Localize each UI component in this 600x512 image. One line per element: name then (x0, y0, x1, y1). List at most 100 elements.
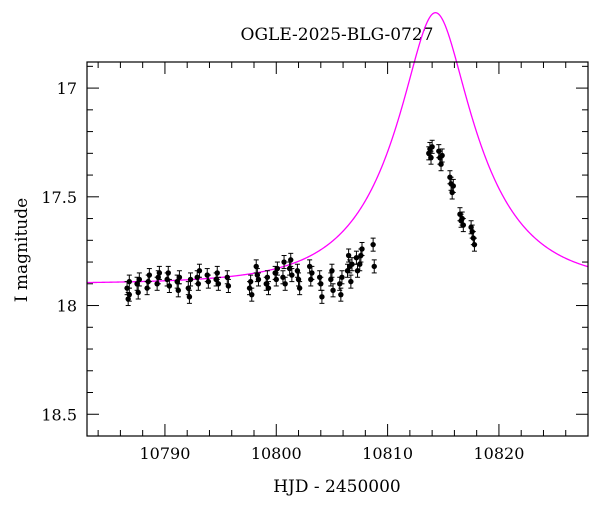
data-point (338, 291, 344, 298)
data-point (135, 289, 141, 296)
data-point (145, 278, 151, 285)
data-point (436, 148, 442, 154)
model-curve (86, 12, 589, 284)
data-point (146, 272, 153, 278)
data-points (124, 144, 478, 302)
data-point (144, 285, 150, 291)
data-point (349, 261, 355, 267)
data-point (263, 281, 269, 287)
data-point (134, 281, 140, 287)
data-point (125, 296, 131, 302)
data-point (447, 174, 453, 180)
data-point (348, 278, 354, 285)
data-point (205, 278, 212, 285)
data-point (274, 265, 281, 272)
data-point (255, 276, 262, 283)
y-tick-label: 18.5 (41, 405, 77, 424)
axis-tick-labels: 10790 10800 10810 10820 17 17.5 18 18.5 (41, 79, 524, 463)
data-point (344, 268, 351, 274)
data-point (265, 285, 272, 291)
data-point (204, 272, 210, 278)
data-point (194, 274, 200, 280)
data-point (359, 246, 365, 252)
data-point (459, 215, 465, 222)
data-point (457, 211, 463, 217)
data-point (224, 274, 230, 280)
data-point (164, 276, 170, 283)
y-axis-label: I magnitude (12, 198, 32, 302)
data-point (175, 287, 181, 294)
data-point (308, 276, 314, 283)
data-point (225, 283, 232, 289)
data-point (319, 294, 325, 300)
x-tick-label: 10810 (362, 444, 413, 463)
x-tick-label: 10790 (139, 444, 190, 463)
data-point (328, 276, 334, 283)
data-point (124, 285, 130, 291)
data-point (429, 144, 435, 150)
data-point (428, 154, 434, 161)
data-point (213, 276, 219, 283)
data-point (295, 276, 302, 283)
data-point (154, 281, 160, 287)
data-point (185, 285, 192, 291)
data-point (196, 268, 203, 274)
plot-frame (86, 61, 589, 437)
data-point (280, 274, 286, 280)
y-tick-label: 17.5 (41, 188, 77, 207)
data-point (186, 294, 193, 300)
data-point (357, 261, 363, 267)
data-point (215, 281, 222, 287)
data-point (439, 152, 445, 159)
data-point (339, 274, 345, 280)
data-point (330, 287, 336, 294)
data-point (281, 259, 287, 265)
data-point (246, 285, 253, 291)
data-point (156, 270, 163, 276)
data-point (294, 268, 301, 274)
data-point (253, 263, 259, 270)
axis-ticks (87, 62, 589, 437)
data-point (345, 252, 352, 259)
data-point (468, 224, 474, 230)
data-point (195, 281, 202, 287)
data-point (126, 291, 133, 298)
data-point (426, 150, 432, 157)
y-tick-label: 17 (57, 79, 77, 98)
data-point (337, 281, 343, 287)
data-point (470, 235, 477, 241)
data-point (354, 268, 361, 274)
data-point (286, 265, 293, 272)
data-point (155, 274, 161, 280)
data-point (247, 278, 254, 285)
data-point (353, 254, 360, 261)
x-tick-label: 10800 (251, 444, 302, 463)
data-point (272, 270, 278, 276)
x-tick-label: 10820 (473, 444, 524, 463)
data-point (126, 278, 133, 285)
chart-title: OGLE-2025-BLG-0727 (241, 25, 434, 45)
data-point (288, 257, 294, 263)
data-point (254, 272, 261, 278)
x-axis-label: HJD - 2450000 (273, 477, 401, 497)
data-point (306, 263, 313, 270)
data-point (471, 241, 478, 248)
data-point (358, 252, 364, 259)
data-point (165, 270, 171, 276)
data-point (282, 281, 288, 287)
data-point (166, 283, 173, 289)
data-point (318, 281, 324, 287)
data-point (370, 241, 376, 248)
data-point (249, 291, 255, 298)
data-point (316, 274, 323, 280)
data-point (371, 263, 377, 270)
data-point (438, 161, 444, 167)
data-point (309, 270, 315, 276)
data-point (264, 274, 271, 280)
data-point (450, 183, 456, 189)
data-point (449, 189, 455, 196)
data-point (214, 270, 220, 276)
data-point (289, 272, 295, 278)
data-point (174, 278, 180, 285)
